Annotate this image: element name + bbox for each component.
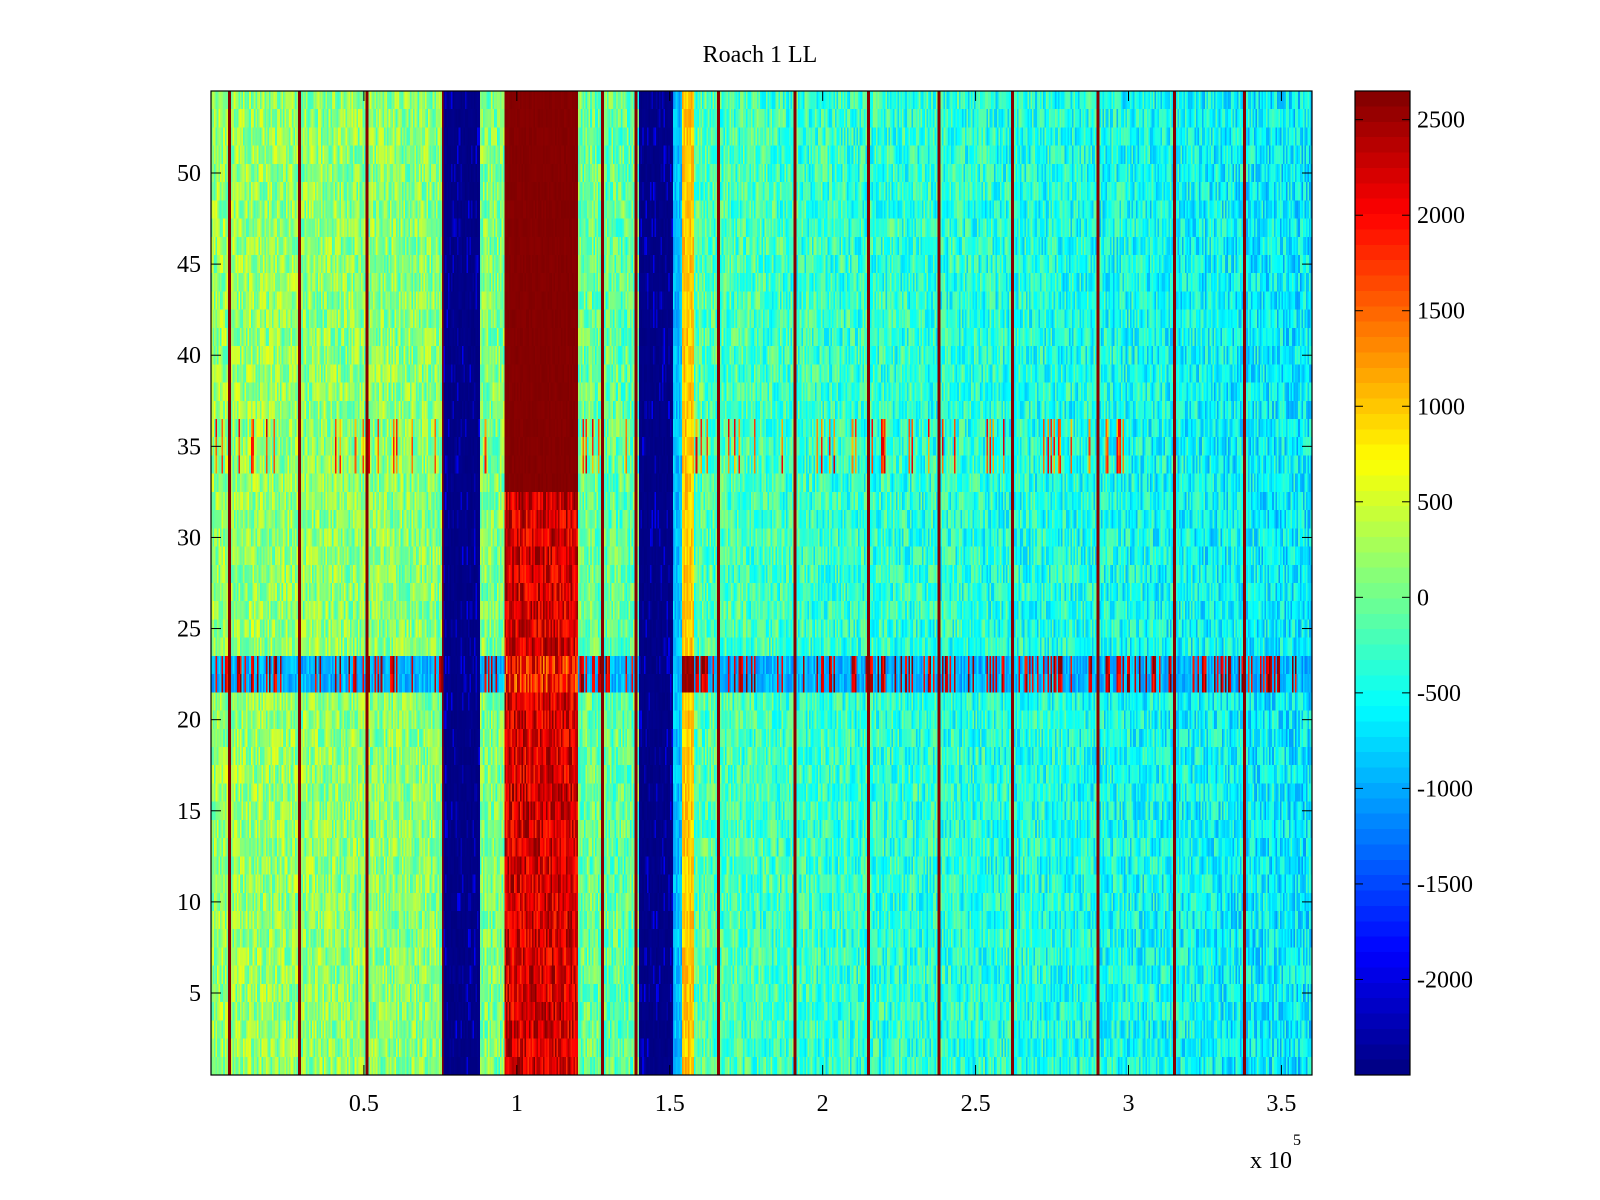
x-tick-label: 1 <box>511 1091 523 1117</box>
y-tick-label: 5 <box>189 981 201 1007</box>
colorbar-tick-label: 2000 <box>1417 203 1465 229</box>
colorbar-tick-label: 0 <box>1417 585 1429 611</box>
colorbar-tick-label: 2500 <box>1417 108 1465 134</box>
colorbar-frame <box>1354 90 1411 1076</box>
colorbar-tick-label: -500 <box>1417 681 1461 707</box>
colorbar-gradient <box>1355 91 1410 1075</box>
x-tick-label: 3 <box>1123 1091 1135 1117</box>
y-axis-ticks: 5 10 15 20 25 30 35 40 45 50 <box>177 161 1312 1007</box>
y-tick-label: 50 <box>177 161 201 187</box>
x-exponent-label: x 10 <box>1250 1148 1292 1174</box>
y-tick-label: 40 <box>177 343 201 369</box>
y-tick-label: 20 <box>177 708 201 734</box>
colorbar-tick-label: 1500 <box>1417 299 1465 325</box>
x-exponent-power: 5 <box>1293 1132 1301 1149</box>
colorbar-tick-label: -2000 <box>1417 967 1473 993</box>
heatmap-image <box>211 91 1312 1075</box>
x-tick-label: 2.5 <box>961 1091 991 1117</box>
x-tick-label: 2 <box>817 1091 829 1117</box>
y-tick-label: 35 <box>177 434 201 460</box>
x-tick-label: 1.5 <box>655 1091 685 1117</box>
x-tick-label: 3.5 <box>1266 1091 1296 1117</box>
colorbar-tick-label: 1000 <box>1417 394 1465 420</box>
y-tick-label: 30 <box>177 525 201 551</box>
chart-title: Roach 1 LL <box>702 42 818 68</box>
x-tick-label: 0.5 <box>349 1091 379 1117</box>
colorbar-tick-label: -1000 <box>1417 776 1473 802</box>
y-tick-label: 10 <box>177 890 201 916</box>
colorbar-ticks: -2000 -1500 -1000 -500 0 500 1000 1500 2000 2500 <box>1355 108 1473 993</box>
y-tick-label: 15 <box>177 799 201 825</box>
plot-frame <box>210 90 1313 1076</box>
colorbar-tick-label: 500 <box>1417 490 1453 516</box>
colorbar-tick-label: -1500 <box>1417 872 1473 898</box>
y-tick-label: 45 <box>177 252 201 278</box>
y-tick-label: 25 <box>177 617 201 643</box>
x-axis-ticks: 0.5 1 1.5 2 2.5 3 3.5 <box>349 91 1296 1117</box>
